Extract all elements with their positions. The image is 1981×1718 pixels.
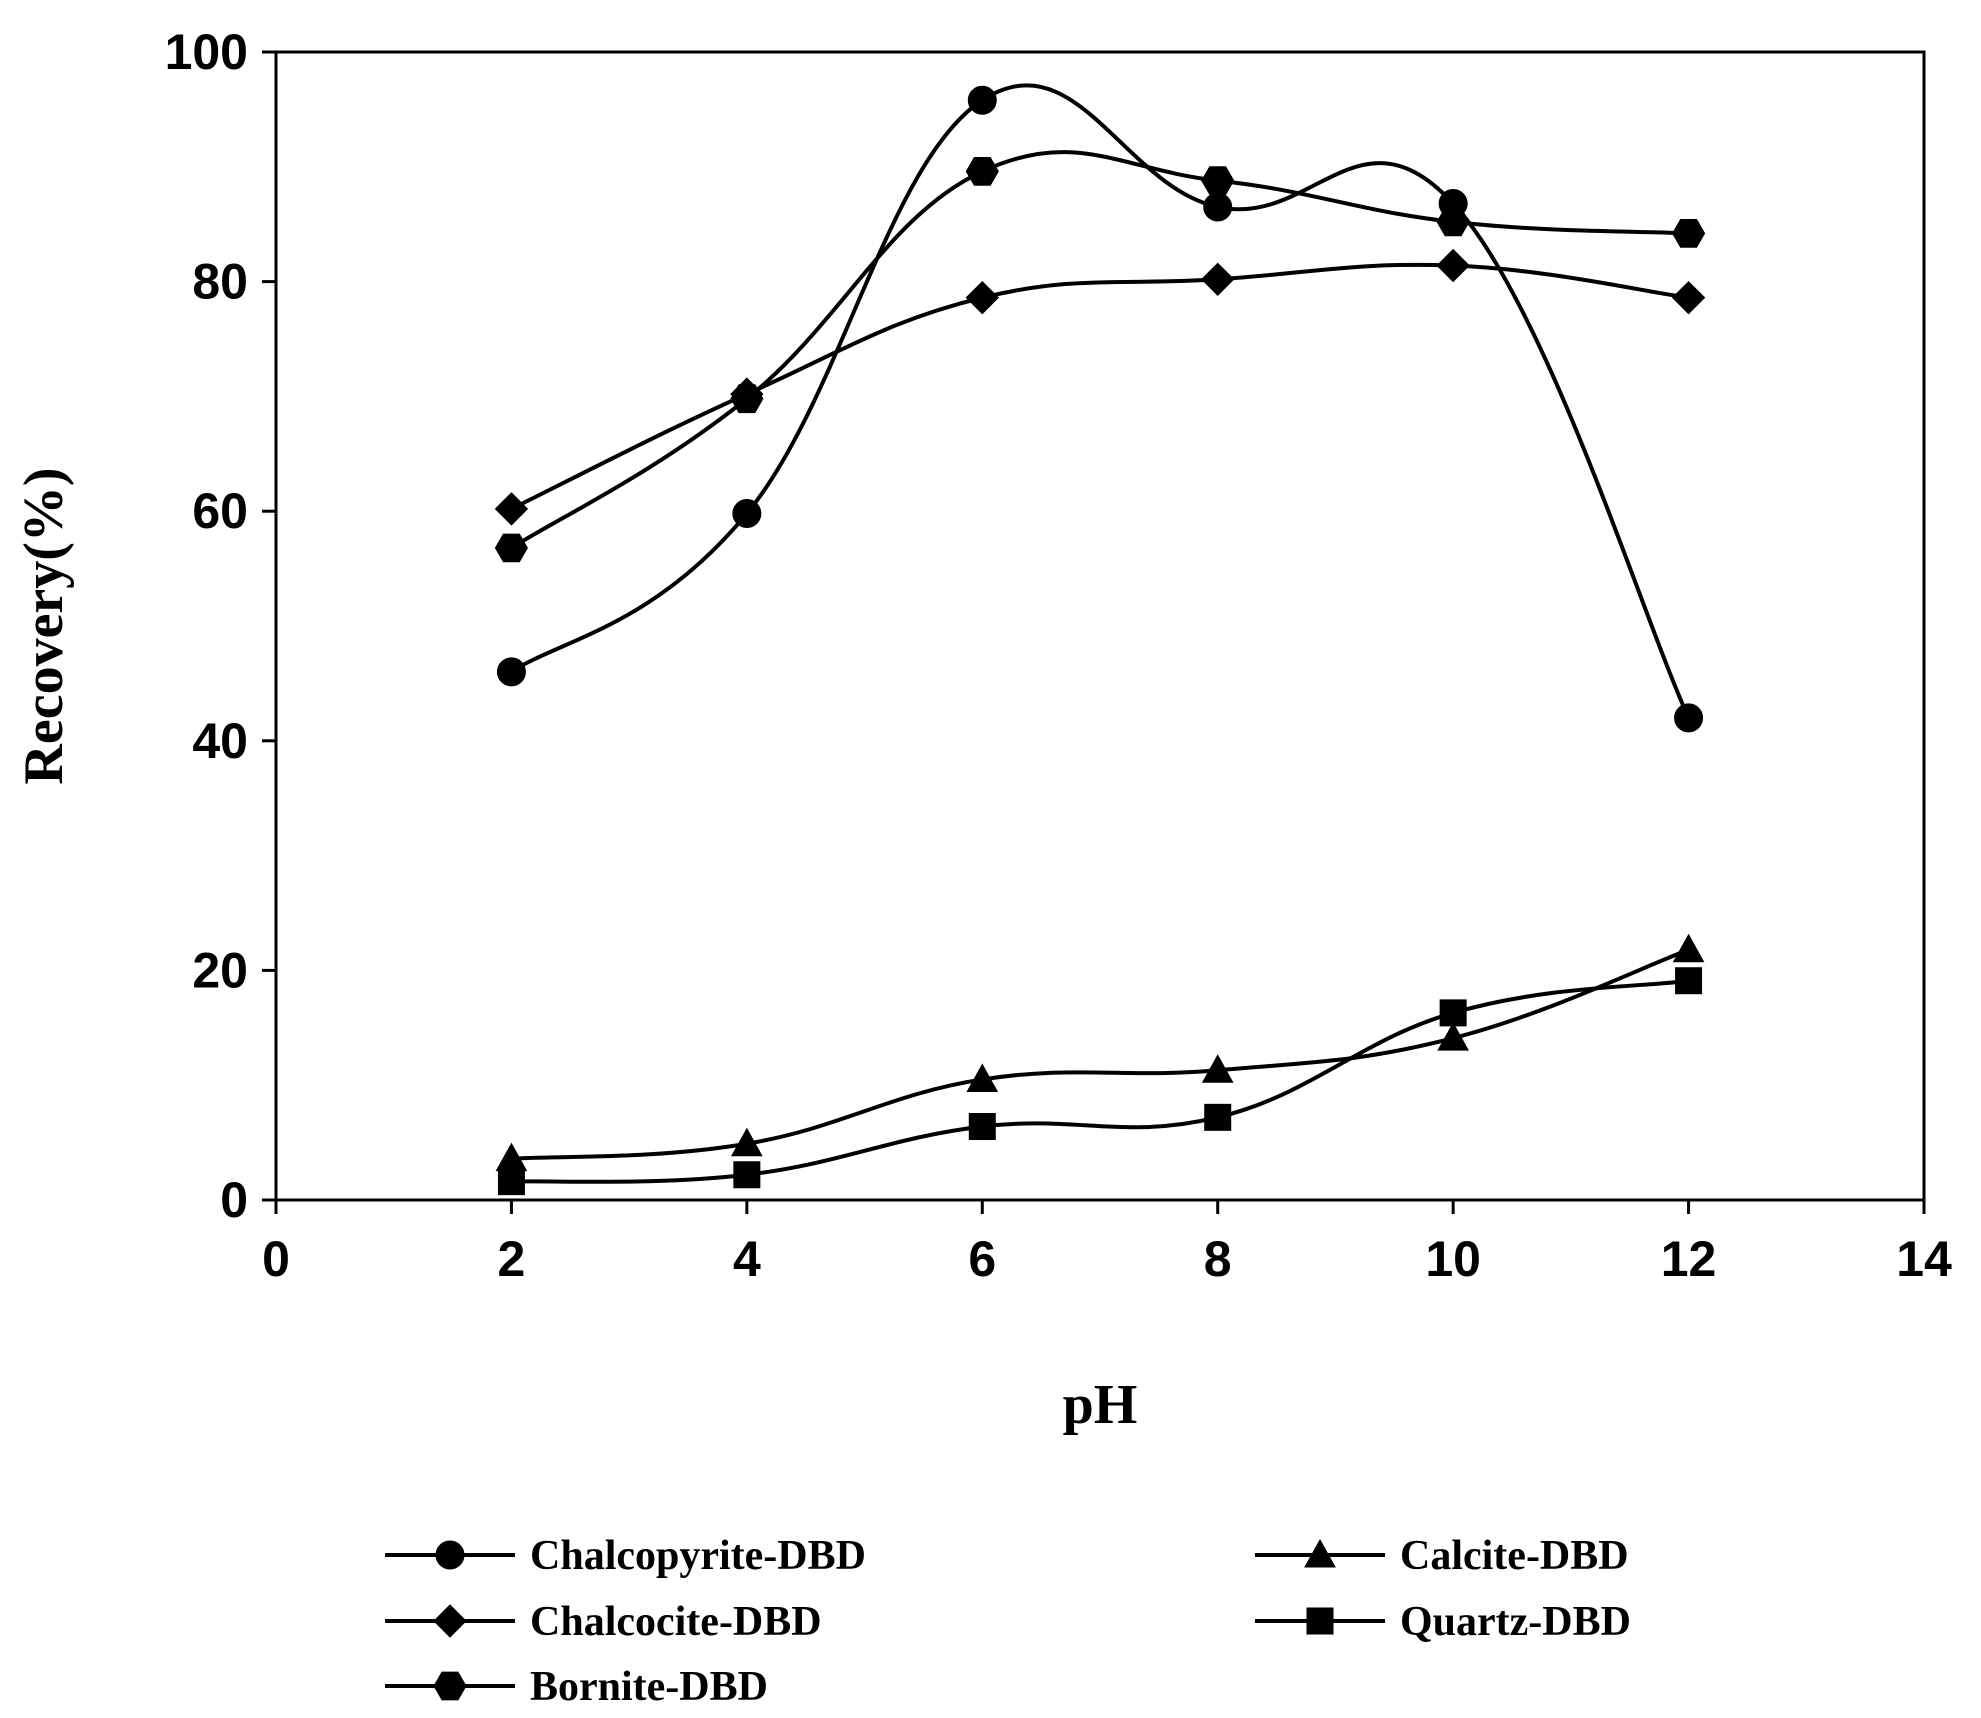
series-line-calcite-dbd [511,947,1690,1161]
data-point-chalcocite-dbd [1436,248,1470,283]
y-tick-label: 100 [165,24,248,80]
legend-marker-bornite-dbd [433,1671,467,1701]
data-point-bornite-dbd [1436,207,1470,237]
series-bornite-dbd [494,150,1706,563]
plot-frame [274,50,1926,1202]
data-point-chalcocite-dbd [1201,262,1235,297]
legend-item-chalcocite-dbd: Chalcocite-DBD [385,1599,822,1645]
series-calcite-dbd [495,933,1705,1172]
series-chalcopyrite-dbd [496,83,1704,733]
x-tick-label: 8 [1204,1231,1232,1287]
legend-marker-quartz-dbd [1306,1607,1334,1635]
legend-marker-chalcocite-dbd [433,1604,467,1638]
series-line-chalcocite-dbd [510,262,1689,511]
data-point-quartz-dbd [497,1168,525,1196]
y-tick-label: 0 [220,1172,248,1228]
data-point-chalcopyrite-dbd [496,657,526,687]
legend-item-bornite-dbd: Bornite-DBD [385,1664,768,1710]
x-tick-label: 10 [1425,1231,1481,1287]
legend-marker-chalcopyrite-dbd [435,1540,465,1570]
x-tick-label: 0 [262,1231,290,1287]
x-tick-label: 14 [1896,1231,1952,1287]
series-line-bornite-dbd [510,150,1689,550]
legend-label: Calcite-DBD [1400,1533,1629,1579]
data-point-bornite-dbd [1672,219,1706,248]
legend-label: Chalcopyrite-DBD [530,1533,866,1579]
x-tick-label: 2 [498,1231,526,1287]
data-point-chalcopyrite-dbd [1674,703,1704,733]
data-point-bornite-dbd [730,384,764,414]
series-line-chalcopyrite-dbd [510,83,1691,719]
legend-label: Quartz-DBD [1400,1599,1631,1645]
data-point-quartz-dbd [733,1161,761,1189]
data-point-calcite-dbd [1437,1022,1469,1051]
y-tick-label: 40 [192,713,248,769]
data-point-bornite-dbd [494,533,528,563]
data-point-quartz-dbd [1675,967,1703,995]
x-tick-label: 12 [1661,1231,1717,1287]
x-axis-title: pH [1063,1374,1138,1436]
legend-marker-calcite-dbd [1304,1538,1336,1568]
data-point-bornite-dbd [1201,166,1235,195]
data-point-chalcopyrite-dbd [967,85,997,115]
data-point-calcite-dbd [966,1063,999,1092]
y-tick-label: 80 [192,254,248,310]
data-point-bornite-dbd [965,157,999,186]
data-point-chalcocite-dbd [1671,280,1706,315]
legend-item-quartz-dbd: Quartz-DBD [1255,1599,1631,1645]
data-point-calcite-dbd [1201,1054,1234,1083]
x-axis: 0 2 4 6 8 10 12 14 [262,1200,1952,1287]
legend-item-calcite-dbd: Calcite-DBD [1255,1533,1629,1579]
legend-label: Chalcocite-DBD [530,1599,822,1645]
series-layer [494,83,1706,1196]
y-tick-label: 20 [192,942,248,998]
legend-label: Bornite-DBD [530,1664,768,1710]
x-tick-label: 6 [968,1231,996,1287]
y-axis-title: Recovery(%) [13,467,75,784]
series-line-quartz-dbd [511,978,1689,1184]
data-point-quartz-dbd [1439,999,1467,1027]
data-point-chalcocite-dbd [494,492,529,526]
data-point-calcite-dbd [731,1127,763,1157]
plot-area [274,50,1926,1202]
y-tick-label: 60 [192,483,248,539]
data-point-chalcocite-dbd [965,280,999,315]
data-point-chalcopyrite-dbd [1203,192,1233,222]
series-chalcocite-dbd [494,248,1706,526]
x-tick-label: 4 [733,1231,761,1287]
data-point-calcite-dbd [1672,933,1705,963]
legend: Chalcopyrite-DBD Chalcocite-DBD Bornite-DB… [385,1533,1631,1710]
data-point-quartz-dbd [1204,1103,1232,1131]
legend-item-chalcopyrite-dbd: Chalcopyrite-DBD [385,1533,866,1579]
data-point-chalcopyrite-dbd [732,498,762,528]
series-quartz-dbd [497,967,1703,1196]
y-axis: 0 20 40 60 80 100 [165,24,276,1228]
data-point-quartz-dbd [968,1113,996,1141]
